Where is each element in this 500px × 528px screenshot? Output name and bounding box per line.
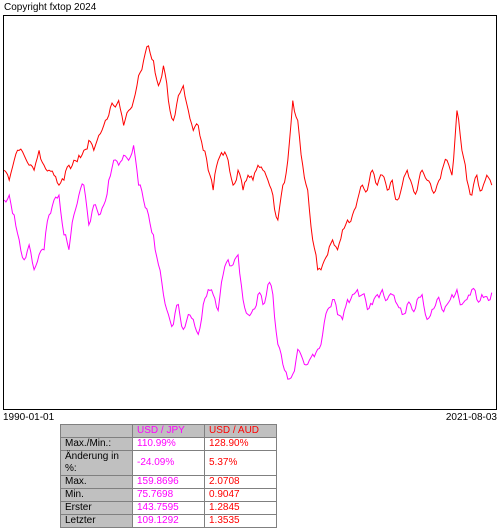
chart-container <box>3 15 497 410</box>
table-header-row: USD / JPYUSD / AUD <box>61 425 277 438</box>
row-label: Max. <box>61 476 133 489</box>
x-axis-end-label: 2021-08-03 <box>446 412 497 423</box>
row-label: Erster <box>61 502 133 515</box>
table-column-header: USD / AUD <box>205 425 277 438</box>
x-axis-start-label: 1990-01-01 <box>3 412 54 423</box>
table-row: Letzter109.12921.3535 <box>61 515 277 528</box>
table-cell: 2.0708 <box>205 476 277 489</box>
line-chart <box>4 16 496 409</box>
table-cell: 128.90% <box>205 438 277 451</box>
table-cell: -24.09% <box>133 451 205 476</box>
table-row: Max./Min.:110.99%128.90% <box>61 438 277 451</box>
table-cell: 1.3535 <box>205 515 277 528</box>
row-label: Max./Min.: <box>61 438 133 451</box>
table-row: Max.159.86962.0708 <box>61 476 277 489</box>
table-corner-cell <box>61 425 133 438</box>
table-row: Änderung in %:-24.09%5.37% <box>61 451 277 476</box>
stats-table: USD / JPYUSD / AUDMax./Min.:110.99%128.9… <box>60 424 277 528</box>
table-cell: 1.2845 <box>205 502 277 515</box>
table-row: Erster143.75951.2845 <box>61 502 277 515</box>
table-cell: 159.8696 <box>133 476 205 489</box>
copyright-text: Copyright fxtop 2024 <box>4 2 96 13</box>
table-column-header: USD / JPY <box>133 425 205 438</box>
row-label: Änderung in %: <box>61 451 133 476</box>
table-cell: 143.7595 <box>133 502 205 515</box>
row-label: Letzter <box>61 515 133 528</box>
table-cell: 5.37% <box>205 451 277 476</box>
table-cell: 110.99% <box>133 438 205 451</box>
table-cell: 109.1292 <box>133 515 205 528</box>
series-line <box>4 46 492 270</box>
